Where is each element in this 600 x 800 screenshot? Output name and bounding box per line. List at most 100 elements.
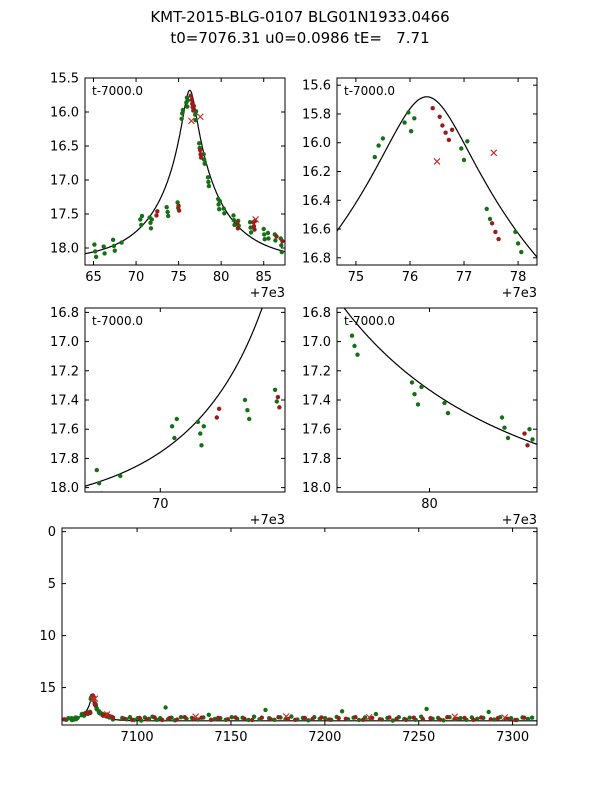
y-tick-label: 16.0 bbox=[302, 136, 331, 151]
data-point bbox=[231, 213, 236, 218]
data-point bbox=[306, 284, 310, 288]
data-point bbox=[198, 152, 203, 157]
data-point bbox=[178, 715, 184, 720]
data-point bbox=[505, 435, 511, 441]
data-point bbox=[266, 236, 271, 241]
data-point bbox=[148, 226, 154, 231]
y-tick-label: 17.4 bbox=[302, 394, 331, 409]
data-point bbox=[310, 716, 315, 722]
data-point bbox=[155, 209, 160, 214]
x-tick-label: 7150 bbox=[214, 730, 247, 745]
data-point bbox=[420, 716, 425, 722]
axes-frame bbox=[336, 77, 538, 266]
y-tick-label: 18.0 bbox=[302, 481, 331, 496]
data-point bbox=[449, 127, 455, 132]
series-obs-red bbox=[306, 284, 530, 448]
axes-frame bbox=[84, 77, 286, 266]
series-obs-outlier bbox=[89, 695, 509, 721]
data-point bbox=[540, 279, 544, 283]
data-point bbox=[309, 291, 313, 295]
data-point bbox=[217, 207, 222, 212]
data-point bbox=[93, 249, 98, 254]
data-point bbox=[543, 289, 547, 293]
x-tick-label: 78 bbox=[510, 270, 527, 285]
data-point bbox=[441, 718, 446, 723]
data-point bbox=[198, 155, 204, 160]
panel-peak-wide: 65 70 75 80 85 15.5 16.0 16.5 17.0 17.5 18.0 t-7000… bbox=[50, 72, 286, 301]
y-tick-label: 16.4 bbox=[302, 194, 331, 209]
data-point bbox=[437, 717, 443, 722]
data-point bbox=[529, 715, 535, 720]
data-point bbox=[279, 249, 284, 255]
data-point bbox=[336, 716, 341, 721]
data-point bbox=[461, 157, 467, 163]
data-point bbox=[527, 427, 532, 432]
y-tick-label: 5 bbox=[48, 577, 56, 592]
data-point bbox=[519, 249, 524, 255]
data-point-x bbox=[192, 713, 200, 721]
data-point bbox=[193, 112, 198, 117]
y-tick-label: 17.4 bbox=[50, 394, 79, 409]
data-point bbox=[274, 234, 279, 239]
x-tick-label: 76 bbox=[402, 270, 419, 285]
data-point bbox=[149, 217, 154, 222]
data-point bbox=[92, 702, 98, 708]
y-tick-label: 17.0 bbox=[50, 174, 79, 189]
data-point-x bbox=[103, 711, 111, 718]
x-offset-label: +7e3 bbox=[502, 513, 537, 528]
y-tick-label: 17.2 bbox=[302, 364, 331, 379]
data-point bbox=[139, 222, 144, 228]
data-point bbox=[216, 715, 221, 721]
data-point bbox=[199, 715, 204, 720]
x-tick-label: 65 bbox=[85, 270, 102, 285]
data-point bbox=[62, 717, 67, 722]
data-point bbox=[167, 716, 172, 721]
data-point bbox=[486, 709, 491, 715]
data-point bbox=[513, 229, 518, 235]
y-tick-label: 17.0 bbox=[50, 335, 79, 350]
data-point bbox=[88, 710, 93, 716]
series-obs-green bbox=[71, 387, 279, 501]
data-point bbox=[408, 129, 414, 134]
data-point bbox=[138, 217, 143, 222]
data-point bbox=[376, 143, 381, 148]
data-point bbox=[191, 103, 196, 109]
data-point bbox=[301, 271, 305, 275]
data-point bbox=[445, 410, 451, 416]
data-point bbox=[525, 716, 531, 722]
data-point-x bbox=[187, 117, 195, 125]
data-point bbox=[201, 152, 206, 157]
panel-full: 7100 7150 7200 7250 7300 0 5 10 15 bbox=[39, 525, 538, 745]
data-point-x bbox=[490, 149, 498, 157]
data-point bbox=[148, 220, 153, 225]
data-point bbox=[246, 717, 251, 723]
y-tick-label: 17.2 bbox=[50, 364, 79, 379]
data-point-x bbox=[501, 714, 509, 721]
y-tick-label: 17.6 bbox=[50, 423, 79, 438]
data-point bbox=[306, 718, 311, 723]
data-point bbox=[75, 715, 80, 721]
data-point bbox=[216, 202, 221, 207]
data-point bbox=[217, 198, 222, 204]
data-point bbox=[280, 239, 285, 244]
x-tick-label: 85 bbox=[255, 270, 272, 285]
data-point bbox=[360, 717, 366, 722]
figure-title: KMT-2015-BLG-0107 BLG01N1933.0466 bbox=[150, 8, 450, 26]
x-tick-label: 70 bbox=[128, 270, 145, 285]
data-point bbox=[179, 116, 184, 122]
data-point bbox=[191, 108, 196, 113]
data-point bbox=[277, 405, 282, 410]
data-point bbox=[71, 497, 75, 501]
data-point bbox=[182, 715, 187, 720]
data-point bbox=[252, 227, 257, 232]
data-point bbox=[231, 217, 237, 223]
panel-rise: 70 16.8 17.0 17.2 17.4 17.6 17.8 18.0 t-7000.0 +7… bbox=[50, 306, 286, 528]
data-point bbox=[180, 107, 186, 113]
data-point bbox=[199, 443, 204, 448]
data-point bbox=[137, 715, 142, 721]
data-point bbox=[119, 240, 124, 245]
x-tick-label: 70 bbox=[152, 497, 169, 512]
data-point bbox=[373, 711, 379, 717]
data-point bbox=[484, 206, 489, 212]
